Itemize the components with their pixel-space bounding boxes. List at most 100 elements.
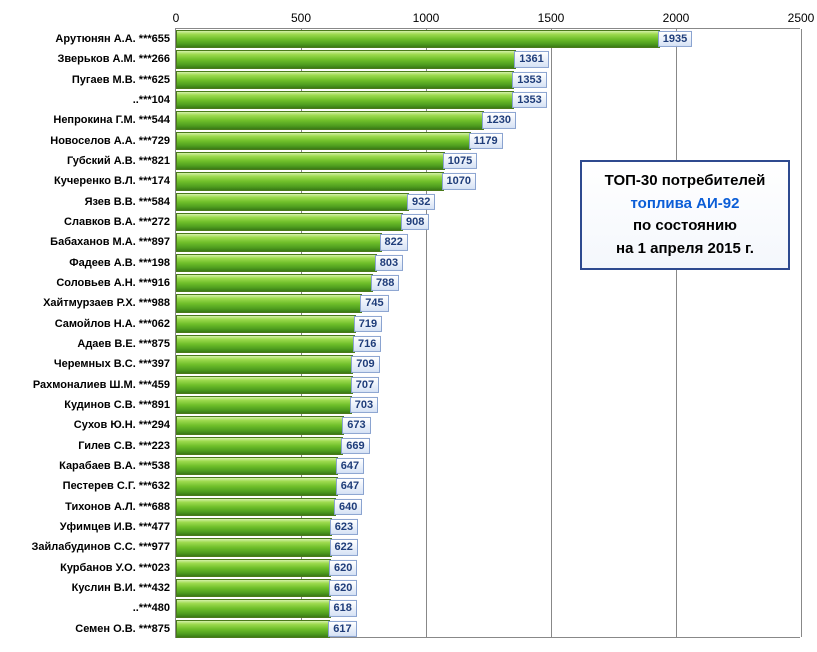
bar-row: Хайтмурзаев Р.Х. ***988745: [176, 293, 800, 313]
bar-row: Кудинов С.В. ***891703: [176, 395, 800, 415]
bar: [176, 30, 660, 48]
bar: [176, 172, 444, 190]
bar: [176, 71, 514, 89]
legend-line: топлива АИ-92: [592, 193, 778, 216]
bar: [176, 416, 344, 434]
bar-row: Зайлабудинов С.С. ***977622: [176, 537, 800, 557]
bar-row: Курбанов У.О. ***023620: [176, 558, 800, 578]
bar-row: Тихонов А.Л. ***688640: [176, 497, 800, 517]
category-label: Сухов Ю.Н. ***294: [74, 419, 176, 431]
bar: [176, 538, 332, 556]
value-label: 640: [334, 499, 362, 515]
bar-row: Карабаев В.А. ***538647: [176, 456, 800, 476]
bar-row: ..***1041353: [176, 90, 800, 110]
bar: [176, 437, 343, 455]
legend-box: ТОП-30 потребителейтоплива АИ-92по состо…: [580, 160, 790, 270]
category-label: Хайтмурзаев Р.Х. ***988: [43, 297, 176, 309]
bar: [176, 396, 352, 414]
category-label: Бабаханов М.А. ***897: [50, 236, 176, 248]
legend-line: ТОП-30 потребителей: [592, 170, 778, 193]
bar-row: Зверьков А.М. ***2661361: [176, 49, 800, 69]
category-label: Адаев В.Е. ***875: [77, 338, 176, 350]
bar: [176, 91, 514, 109]
bar: [176, 233, 382, 251]
value-label: 788: [371, 275, 399, 291]
bar-row: Арутюнян А.А. ***6551935: [176, 29, 800, 49]
bar-row: Соловьев А.Н. ***916788: [176, 273, 800, 293]
value-label: 620: [329, 560, 357, 576]
category-label: Черемных В.С. ***397: [54, 358, 176, 370]
legend-line: на 1 апреля 2015 г.: [592, 238, 778, 261]
category-label: Непрокина Г.М. ***544: [53, 114, 176, 126]
bar: [176, 152, 445, 170]
value-label: 745: [360, 295, 388, 311]
bar: [176, 599, 331, 617]
value-label: 1070: [442, 173, 476, 189]
value-label: 1361: [514, 51, 548, 67]
chart-container: 05001000150020002500Арутюнян А.А. ***655…: [0, 0, 817, 652]
bar-row: Сухов Ю.Н. ***294673: [176, 415, 800, 435]
bar: [176, 193, 409, 211]
bar-row: Семен О.В. ***875617: [176, 619, 800, 639]
gridline: [801, 29, 802, 637]
value-label: 703: [350, 397, 378, 413]
value-label: 1353: [512, 72, 546, 88]
category-label: Курбанов У.О. ***023: [60, 562, 176, 574]
x-tick-label: 1500: [538, 11, 565, 25]
value-label: 647: [336, 458, 364, 474]
value-label: 803: [375, 255, 403, 271]
category-label: Пугаев М.В. ***625: [72, 74, 176, 86]
category-label: Куслин В.И. ***432: [72, 582, 176, 594]
bar: [176, 335, 355, 353]
category-label: ..***104: [133, 94, 176, 106]
bar: [176, 477, 338, 495]
bar: [176, 294, 362, 312]
value-label: 908: [401, 214, 429, 230]
category-label: Семен О.В. ***875: [75, 623, 176, 635]
category-label: Новоселов А.А. ***729: [50, 135, 176, 147]
category-label: Соловьев А.Н. ***916: [56, 277, 176, 289]
value-label: 623: [330, 519, 358, 535]
legend-line: по состоянию: [592, 215, 778, 238]
bar: [176, 132, 471, 150]
bar: [176, 355, 353, 373]
category-label: Славков В.А. ***272: [64, 216, 176, 228]
bar-row: Гилев С.В. ***223669: [176, 436, 800, 456]
category-label: Тихонов А.Л. ***688: [65, 501, 176, 513]
bar-row: Пугаев М.В. ***6251353: [176, 70, 800, 90]
bar: [176, 518, 332, 536]
category-label: Карабаев В.А. ***538: [59, 460, 176, 472]
category-label: ..***480: [133, 602, 176, 614]
category-label: Кудинов С.В. ***891: [64, 399, 176, 411]
bar: [176, 376, 353, 394]
category-label: Пестерев С.Г. ***632: [63, 480, 176, 492]
category-label: Уфимцев И.В. ***477: [60, 521, 176, 533]
value-label: 620: [329, 580, 357, 596]
value-label: 709: [351, 356, 379, 372]
x-tick-label: 2500: [788, 11, 815, 25]
bar: [176, 254, 377, 272]
bar-row: Уфимцев И.В. ***477623: [176, 517, 800, 537]
value-label: 673: [342, 417, 370, 433]
bar: [176, 213, 403, 231]
bar-row: Рахмоналиев Ш.М. ***459707: [176, 375, 800, 395]
category-label: Кучеренко В.Л. ***174: [54, 175, 176, 187]
bar: [176, 315, 356, 333]
bar-row: Пестерев С.Г. ***632647: [176, 476, 800, 496]
x-tick-label: 500: [291, 11, 311, 25]
bar: [176, 620, 330, 638]
category-label: Самойлов Н.А. ***062: [55, 318, 176, 330]
value-label: 1935: [658, 31, 692, 47]
bar-row: ..***480618: [176, 598, 800, 618]
bar-row: Непрокина Г.М. ***5441230: [176, 110, 800, 130]
category-label: Зверьков А.М. ***266: [58, 53, 176, 65]
value-label: 1075: [443, 153, 477, 169]
category-label: Гилев С.В. ***223: [78, 440, 176, 452]
value-label: 618: [329, 600, 357, 616]
bar: [176, 50, 516, 68]
value-label: 1179: [469, 133, 503, 149]
bar-row: Адаев В.Е. ***875716: [176, 334, 800, 354]
plot-area: 05001000150020002500Арутюнян А.А. ***655…: [175, 28, 800, 638]
bar: [176, 457, 338, 475]
bar: [176, 579, 331, 597]
